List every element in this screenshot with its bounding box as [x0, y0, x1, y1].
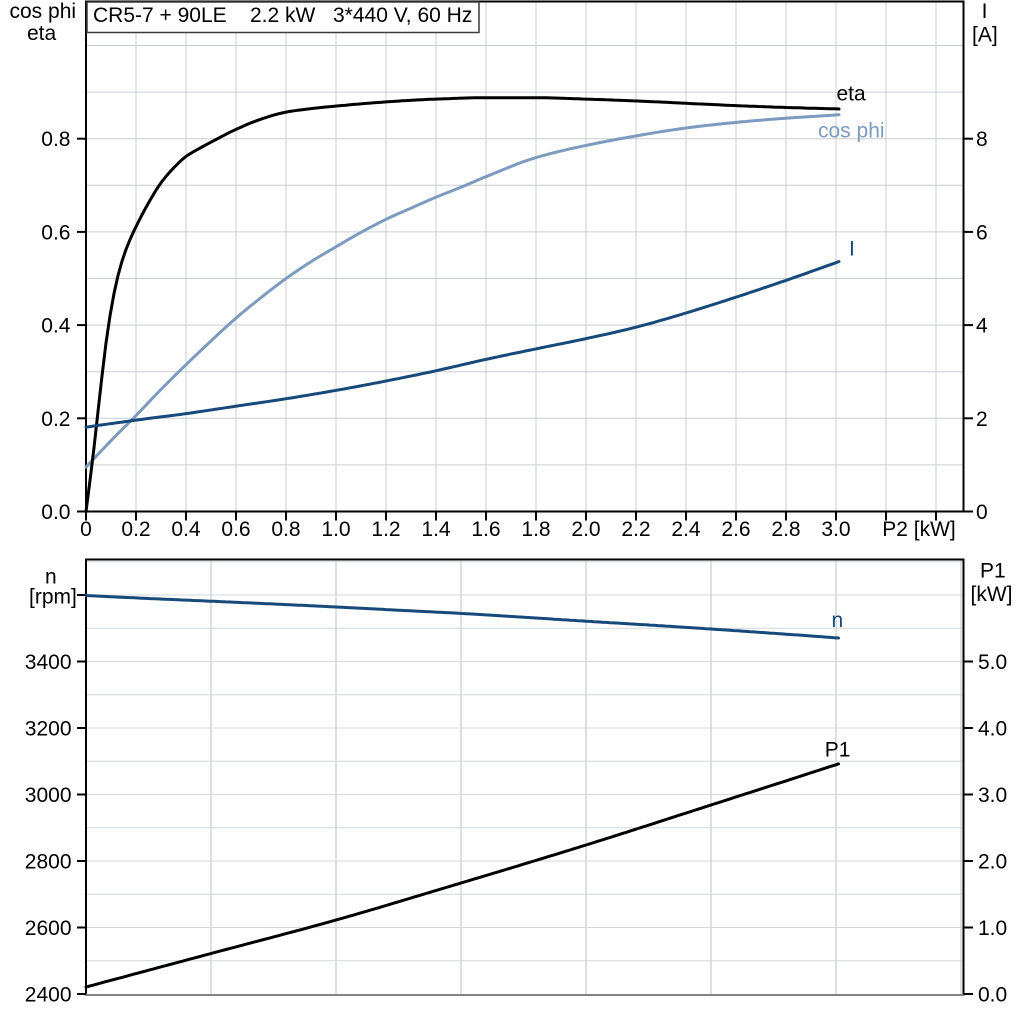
svg-text:5.0: 5.0 [978, 651, 1007, 674]
svg-text:cos phi: cos phi [10, 0, 77, 23]
svg-text:2800: 2800 [25, 851, 72, 874]
svg-text:0.8: 0.8 [41, 128, 70, 151]
svg-text:1.0: 1.0 [978, 917, 1007, 940]
svg-text:eta: eta [837, 83, 867, 106]
svg-text:cos phi: cos phi [818, 120, 885, 143]
svg-text:0.4: 0.4 [41, 315, 71, 338]
svg-text:[kW]: [kW] [971, 583, 1013, 606]
svg-text:2.2: 2.2 [621, 518, 650, 541]
svg-text:P1: P1 [825, 739, 851, 762]
svg-text:2.0: 2.0 [978, 851, 1007, 874]
svg-text:0.2: 0.2 [41, 408, 70, 431]
svg-text:2.0: 2.0 [571, 518, 600, 541]
svg-text:2.6: 2.6 [721, 518, 750, 541]
svg-text:3200: 3200 [25, 718, 72, 741]
svg-text:1.4: 1.4 [421, 518, 451, 541]
svg-text:6: 6 [976, 221, 988, 244]
svg-text:3000: 3000 [25, 784, 72, 807]
svg-text:0.4: 0.4 [171, 518, 201, 541]
svg-text:4: 4 [976, 315, 988, 338]
svg-text:1.0: 1.0 [321, 518, 350, 541]
svg-text:1.2: 1.2 [371, 518, 400, 541]
svg-text:4.0: 4.0 [978, 718, 1007, 741]
svg-text:I: I [982, 0, 988, 23]
svg-text:P2 [kW]: P2 [kW] [882, 518, 956, 541]
svg-text:3.0: 3.0 [821, 518, 850, 541]
svg-text:0.0: 0.0 [41, 501, 70, 524]
svg-text:n: n [832, 609, 844, 632]
svg-text:2400: 2400 [25, 984, 72, 1007]
svg-text:[rpm]: [rpm] [29, 586, 77, 609]
svg-text:0: 0 [80, 518, 92, 541]
svg-text:3*440 V, 60 Hz: 3*440 V, 60 Hz [333, 4, 472, 27]
svg-text:8: 8 [976, 128, 988, 151]
svg-text:0.2: 0.2 [121, 518, 150, 541]
svg-text:0.6: 0.6 [41, 221, 70, 244]
svg-text:eta: eta [27, 22, 57, 45]
svg-text:[A]: [A] [972, 24, 998, 47]
svg-text:2600: 2600 [25, 917, 72, 940]
svg-text:1.8: 1.8 [521, 518, 550, 541]
svg-text:2.4: 2.4 [671, 518, 701, 541]
svg-text:3400: 3400 [25, 651, 72, 674]
svg-text:0: 0 [976, 501, 988, 524]
svg-text:1.6: 1.6 [471, 518, 500, 541]
svg-text:P1: P1 [980, 560, 1006, 583]
svg-text:0.0: 0.0 [978, 984, 1007, 1007]
svg-text:CR5-7 + 90LE: CR5-7 + 90LE [93, 4, 227, 27]
svg-text:2.2 kW: 2.2 kW [250, 4, 316, 27]
svg-text:0.6: 0.6 [221, 518, 250, 541]
svg-text:2.8: 2.8 [771, 518, 800, 541]
svg-text:3.0: 3.0 [978, 784, 1007, 807]
svg-text:n: n [45, 566, 57, 589]
svg-text:I: I [849, 238, 855, 261]
svg-text:2: 2 [976, 408, 988, 431]
svg-text:0.8: 0.8 [271, 518, 300, 541]
